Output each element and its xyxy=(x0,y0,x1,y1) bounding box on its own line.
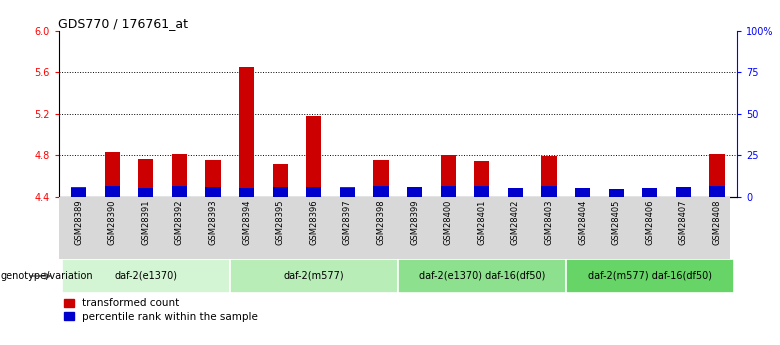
Bar xyxy=(239,67,254,197)
Bar xyxy=(239,188,254,197)
Bar xyxy=(340,188,355,197)
Bar xyxy=(608,194,624,197)
Bar xyxy=(541,156,557,197)
Text: GSM28397: GSM28397 xyxy=(343,200,352,245)
Bar xyxy=(172,186,187,197)
Bar xyxy=(608,189,624,197)
Text: GSM28403: GSM28403 xyxy=(544,200,554,245)
Bar xyxy=(105,152,120,197)
Text: GSM28404: GSM28404 xyxy=(578,200,587,245)
Bar xyxy=(441,155,456,197)
Bar xyxy=(138,159,154,197)
Text: GDS770 / 176761_at: GDS770 / 176761_at xyxy=(58,17,189,30)
Text: GSM28390: GSM28390 xyxy=(108,200,117,245)
Bar xyxy=(398,259,566,293)
Text: daf-2(m577) daf-16(df50): daf-2(m577) daf-16(df50) xyxy=(588,271,712,281)
Bar xyxy=(709,154,725,197)
Bar xyxy=(642,188,658,197)
Bar xyxy=(474,161,489,197)
Bar xyxy=(374,160,388,197)
Text: daf-2(e1370) daf-16(df50): daf-2(e1370) daf-16(df50) xyxy=(419,271,545,281)
Bar xyxy=(575,188,590,197)
Text: daf-2(m577): daf-2(m577) xyxy=(283,271,344,281)
Text: GSM28399: GSM28399 xyxy=(410,200,419,245)
Bar xyxy=(474,186,489,197)
Text: GSM28402: GSM28402 xyxy=(511,200,520,245)
Legend: transformed count, percentile rank within the sample: transformed count, percentile rank withi… xyxy=(64,298,258,322)
Text: GSM28391: GSM28391 xyxy=(141,200,151,245)
Bar xyxy=(675,187,691,197)
Bar xyxy=(138,188,154,197)
Text: GSM28392: GSM28392 xyxy=(175,200,184,245)
Bar xyxy=(675,189,691,197)
Text: GSM28398: GSM28398 xyxy=(377,200,385,245)
Bar xyxy=(374,186,388,197)
Bar xyxy=(172,154,187,197)
Text: GSM28408: GSM28408 xyxy=(712,200,722,245)
Text: GSM28405: GSM28405 xyxy=(612,200,621,245)
Text: GSM28394: GSM28394 xyxy=(242,200,251,245)
Text: GSM28400: GSM28400 xyxy=(444,200,452,245)
Text: genotype/variation: genotype/variation xyxy=(1,271,94,281)
Bar xyxy=(709,186,725,197)
Text: GSM28393: GSM28393 xyxy=(208,200,218,245)
Bar xyxy=(541,186,557,197)
Text: GSM28407: GSM28407 xyxy=(679,200,688,245)
Bar xyxy=(230,259,398,293)
Bar xyxy=(566,259,734,293)
Text: GSM28406: GSM28406 xyxy=(645,200,654,245)
Bar xyxy=(205,160,221,197)
Text: GSM28395: GSM28395 xyxy=(275,200,285,245)
Text: GSM28389: GSM28389 xyxy=(74,200,83,245)
Bar xyxy=(62,259,230,293)
Bar xyxy=(205,187,221,197)
Bar xyxy=(273,187,288,197)
Bar xyxy=(307,187,321,197)
Bar xyxy=(575,190,590,197)
Bar xyxy=(71,187,87,197)
Text: GSM28396: GSM28396 xyxy=(310,200,318,245)
Bar xyxy=(441,186,456,197)
Bar xyxy=(273,164,288,197)
Bar xyxy=(642,194,658,197)
Bar xyxy=(407,189,422,197)
Text: GSM28401: GSM28401 xyxy=(477,200,486,245)
Bar xyxy=(508,191,523,197)
Text: daf-2(e1370): daf-2(e1370) xyxy=(115,271,177,281)
Bar xyxy=(105,186,120,197)
Bar xyxy=(71,188,87,197)
Bar xyxy=(307,116,321,197)
Bar xyxy=(407,187,422,197)
Bar xyxy=(340,187,355,197)
Bar xyxy=(508,188,523,197)
